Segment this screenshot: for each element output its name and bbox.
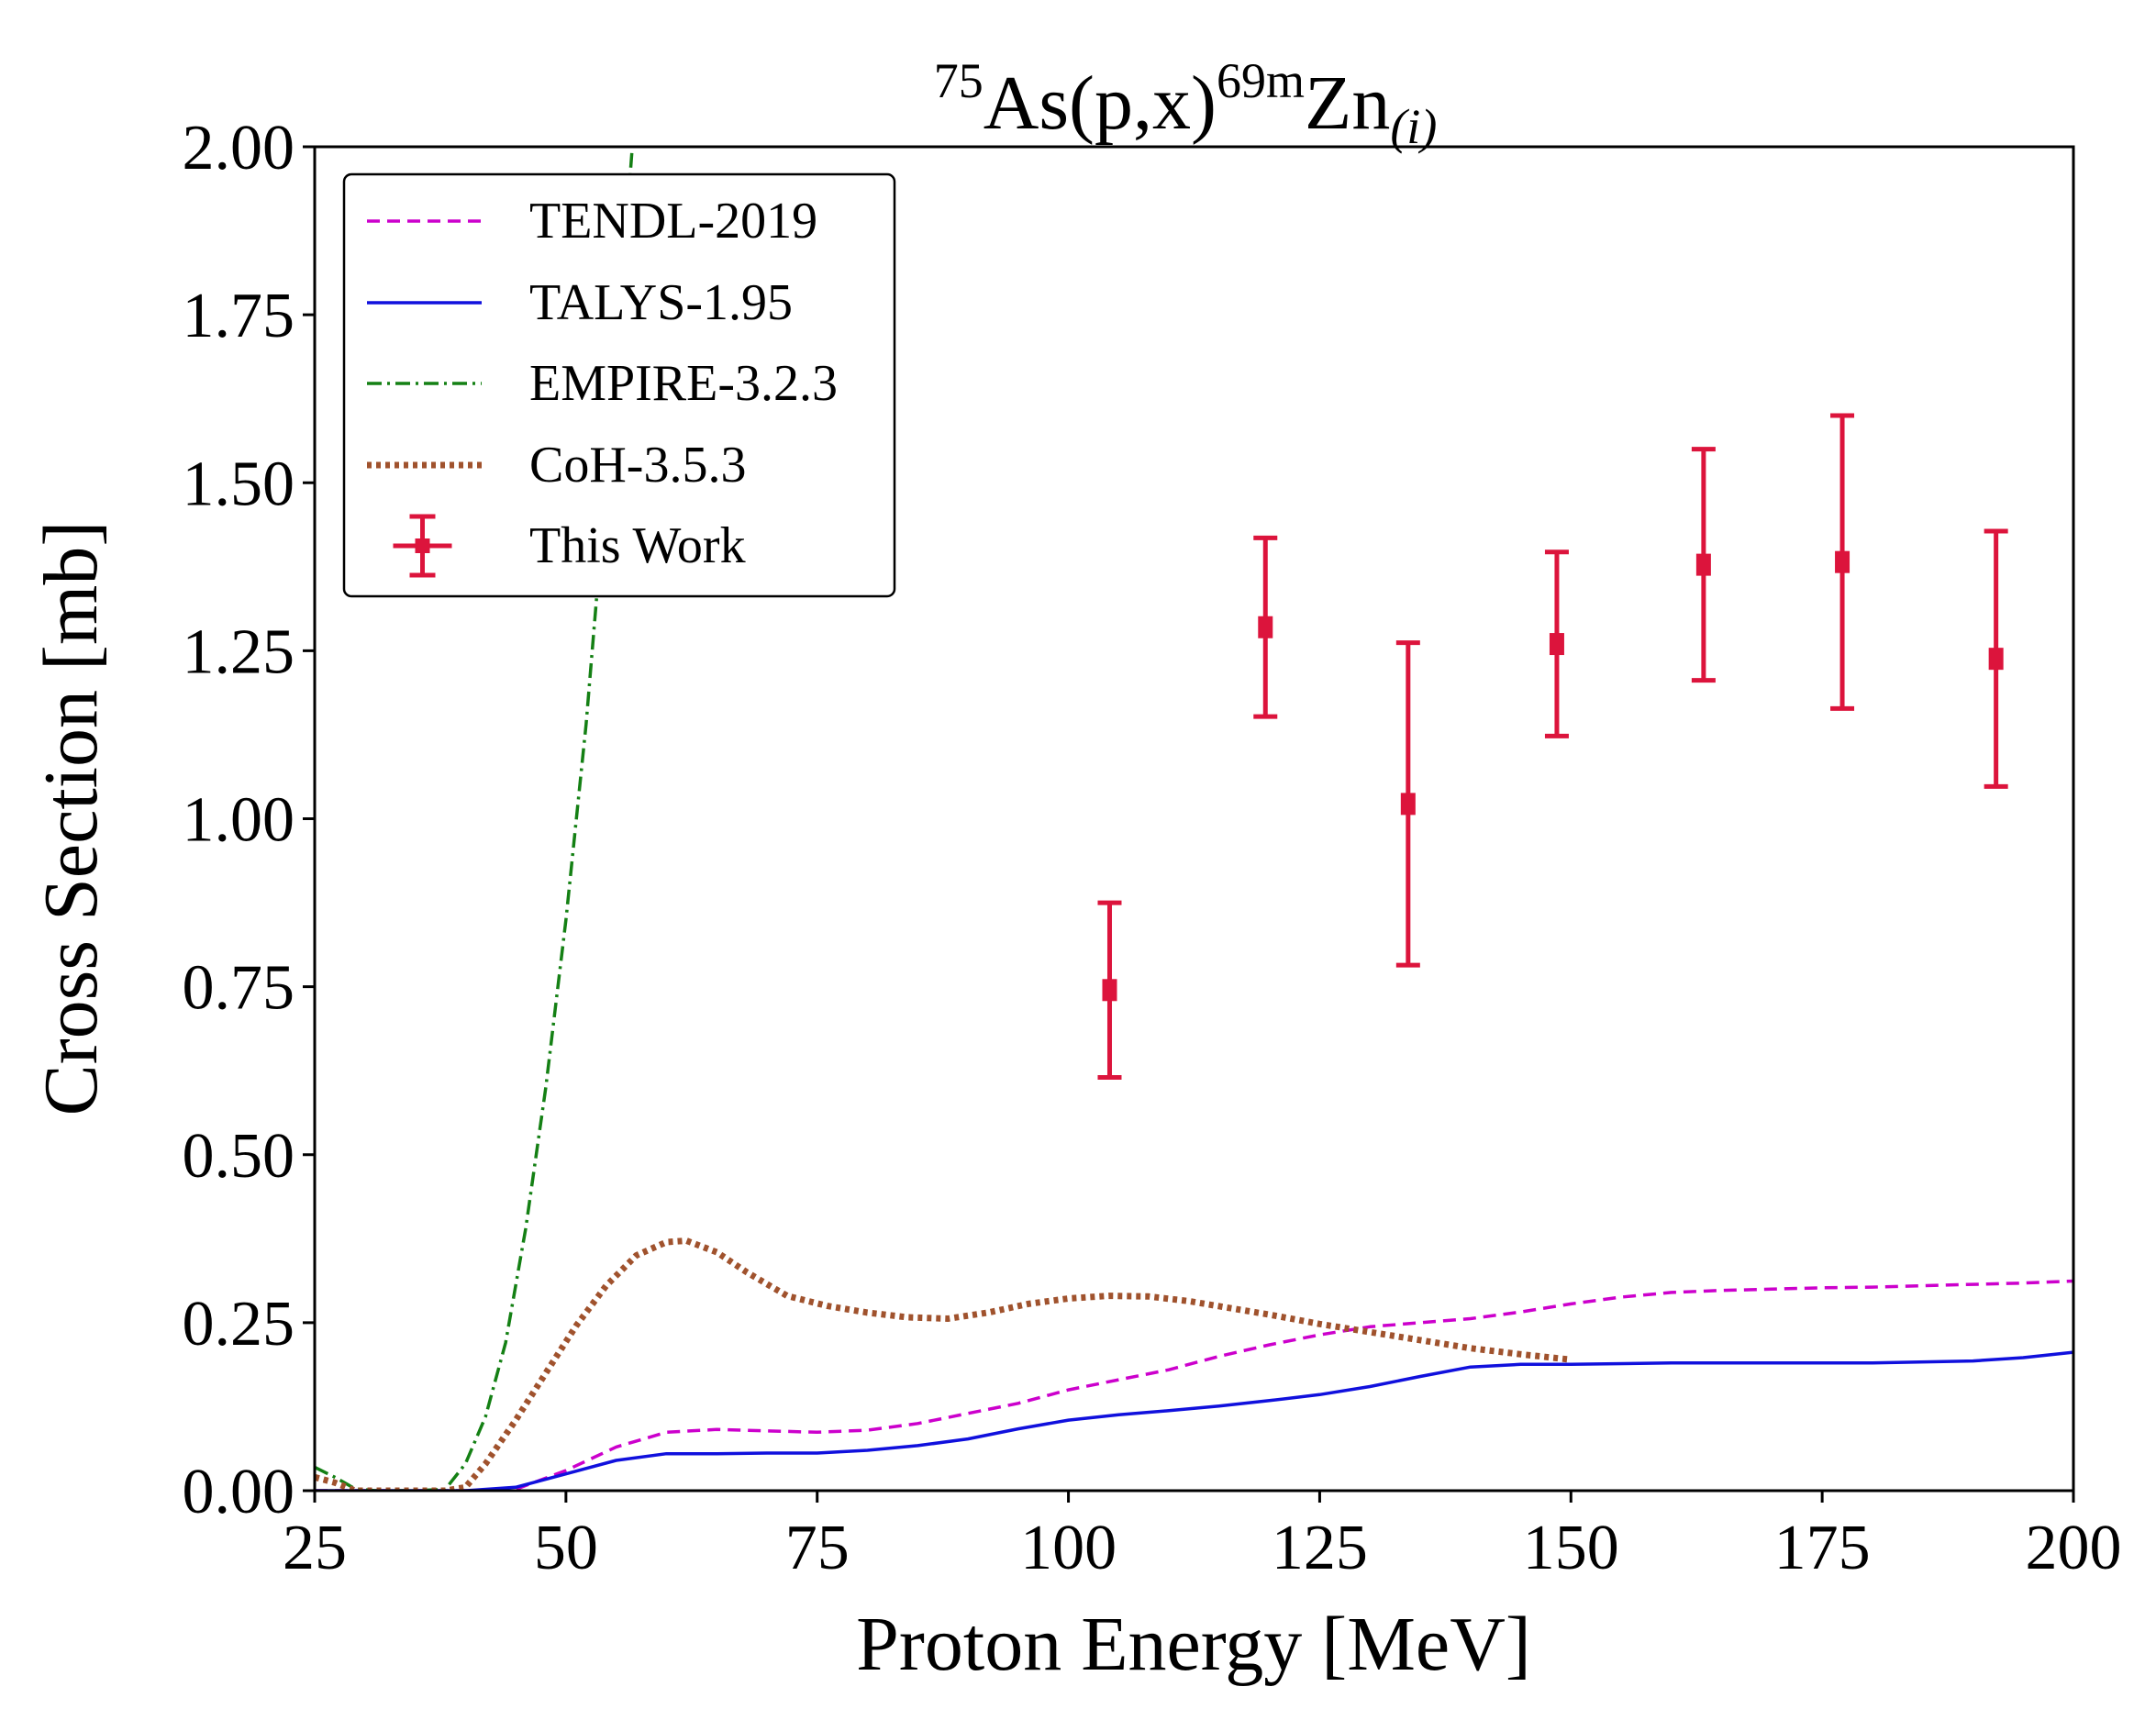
legend-label: EMPIRE-3.2.3 <box>529 355 838 412</box>
y-axis: 0.00 0.25 0.50 0.75 1.00 1.25 1.50 1.75 2.00 <box>183 113 315 1527</box>
title-product: Zn <box>1305 61 1390 146</box>
data-marker <box>1695 553 1711 576</box>
series-line-talys-1-95 <box>315 1350 2073 1491</box>
x-axis-label: Proton Energy [MeV] <box>856 1602 1531 1687</box>
data-marker <box>1258 616 1273 638</box>
y-tick-label: 0.50 <box>183 1121 295 1192</box>
x-tick-label: 100 <box>1020 1513 1117 1583</box>
legend-box <box>342 172 896 598</box>
y-axis-label: Cross Section [mb] <box>28 521 114 1116</box>
y-tick-label: 1.75 <box>183 281 295 351</box>
x-tick-label: 150 <box>1523 1513 1619 1583</box>
data-marker <box>1988 648 2004 671</box>
y-tick-label: 0.25 <box>183 1289 295 1359</box>
data-point <box>1097 900 1122 1081</box>
title-mass-number: 75 <box>934 53 984 108</box>
series-line-tendl-2019 <box>315 1279 2073 1491</box>
series-line-coh-3-5-3 <box>315 1237 1572 1491</box>
data-point <box>1830 413 1855 711</box>
data-marker <box>1400 793 1416 816</box>
y-tick-label: 1.50 <box>183 449 295 519</box>
data-point <box>1691 447 1716 683</box>
legend-label: TALYS-1.95 <box>529 274 793 331</box>
title-target: As(p,x) <box>984 61 1217 146</box>
data-marker <box>1835 550 1850 573</box>
x-tick-label: 50 <box>534 1513 598 1583</box>
x-tick-label: 75 <box>785 1513 850 1583</box>
data-marker <box>1102 979 1117 1002</box>
data-point <box>1984 528 2008 789</box>
data-point <box>1395 640 1420 968</box>
data-marker <box>1549 633 1564 656</box>
legend-entries: TENDL-2019 TALYS-1.95 EMPIRE-3.2.3 CoH-3.5.… <box>367 193 838 578</box>
x-tick-label: 200 <box>2026 1513 2122 1583</box>
x-tick-label: 175 <box>1774 1513 1871 1583</box>
legend-label: TENDL-2019 <box>529 193 817 250</box>
legend-marker <box>415 538 430 553</box>
legend-label: CoH-3.5.3 <box>529 437 746 494</box>
legend-label: This Work <box>529 517 746 574</box>
y-tick-label: 0.75 <box>183 953 295 1024</box>
title-subscript: (i) <box>1390 99 1437 154</box>
legend: TENDL-2019 TALYS-1.95 EMPIRE-3.2.3 CoH-3.5.… <box>342 172 896 598</box>
data-point <box>1544 549 1569 738</box>
y-tick-label: 1.00 <box>183 785 295 856</box>
y-tick-label: 1.25 <box>183 616 295 687</box>
x-tick-label: 25 <box>283 1513 347 1583</box>
points-layer <box>1097 413 2008 1081</box>
y-tick-label: 0.00 <box>183 1457 295 1527</box>
title-product-mass: 69m <box>1217 53 1305 108</box>
chart-title: 75As(p,x)69mZn(i) <box>934 53 1438 154</box>
y-tick-label: 2.00 <box>183 113 295 183</box>
x-tick-label: 125 <box>1272 1513 1368 1583</box>
x-axis: 25 50 75 100 125 150 175 200 <box>283 1491 2122 1583</box>
data-point <box>1253 535 1278 719</box>
